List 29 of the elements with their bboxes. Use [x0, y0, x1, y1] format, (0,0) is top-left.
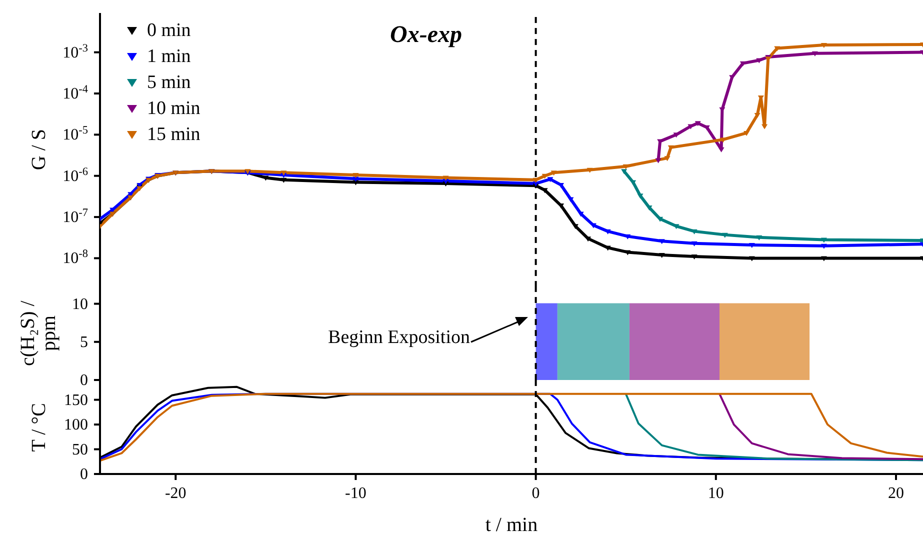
y-tick-label: 10$^{-7}$ — [62, 207, 88, 226]
legend-label: 15 min — [147, 124, 200, 146]
y-axis-title: c(H₂S) / ppm — [17, 300, 60, 368]
y-axis-title: G / S — [28, 129, 50, 171]
y-tick-label: 0 — [80, 372, 88, 389]
y-tick-label: 10$^{-6}$ — [62, 166, 88, 185]
x-axis-title: t / min — [485, 514, 538, 535]
y-tick-label: 50 — [72, 441, 88, 458]
y-tick-label: 150 — [64, 392, 88, 409]
chart-title: Ox-exp — [390, 22, 462, 49]
x-tick-label: -20 — [164, 485, 186, 502]
y-tick-label: 10 — [72, 296, 88, 313]
y-tick-label: 10$^{-3}$ — [62, 42, 88, 62]
x-tick-label: 0 — [532, 485, 540, 502]
y-tick-label: 0 — [80, 466, 88, 483]
annotation: Beginn Exposition — [328, 327, 470, 349]
y-tick-label: 10$^{-8}$ — [62, 248, 88, 268]
x-tick-label: 20 — [888, 485, 904, 502]
y-tick-label: 10$^{-4}$ — [62, 83, 88, 102]
y-tick-label: 5 — [80, 334, 88, 351]
y-tick-label: 10$^{-5}$ — [62, 124, 88, 144]
x-tick-label: -10 — [345, 485, 366, 502]
legend-label: 10 min — [147, 98, 200, 120]
y-tick-label: 100 — [64, 416, 88, 434]
y-axis-title: T / °C — [28, 402, 50, 452]
legend-label: 5 min — [147, 72, 191, 94]
x-tick-label: 10 — [708, 485, 724, 502]
legend-label: 0 min — [147, 20, 191, 42]
legend-label: 1 min — [147, 46, 191, 68]
